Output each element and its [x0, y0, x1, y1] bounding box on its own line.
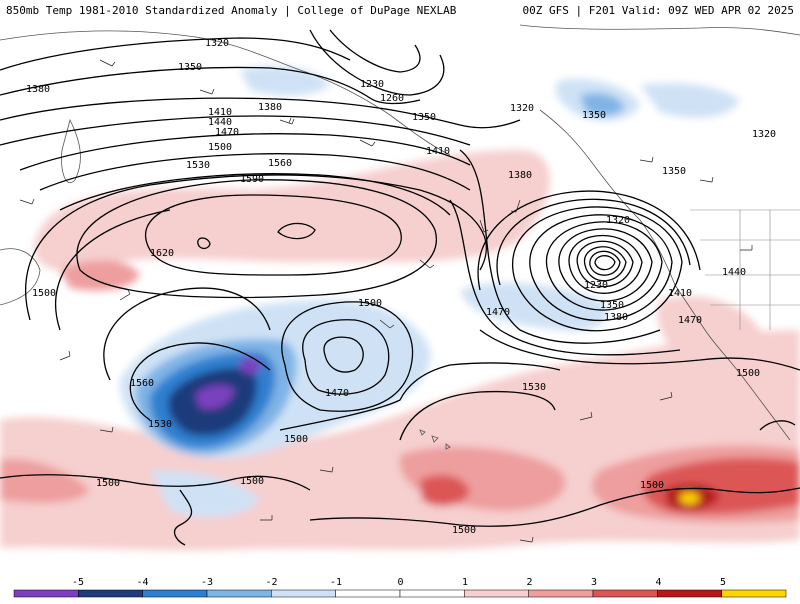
- colorbar-swatch: [464, 589, 529, 598]
- contour-label: 1320: [752, 129, 776, 140]
- contour-label: 1350: [582, 110, 606, 121]
- contour-label: 1500: [358, 298, 382, 309]
- contour-label: 1350: [412, 112, 436, 123]
- colorbar-tick-label: 0: [397, 577, 403, 588]
- colorbar-swatch: [528, 589, 594, 598]
- contour-label: 1410: [426, 146, 450, 157]
- contour-label: 1350: [178, 62, 202, 73]
- contour-label: 1350: [600, 300, 624, 311]
- contour-label: 1530: [186, 160, 210, 171]
- contour-label: 1470: [678, 315, 702, 326]
- contour-label: 1320: [205, 38, 229, 49]
- contour-label: 1500: [96, 478, 120, 489]
- map-canvas: 1320 1350 1380 1230 1260 1320 1410 1440 …: [0, 24, 800, 551]
- colorbar-tick-label: -4: [136, 577, 148, 588]
- contour-label: 1440: [722, 267, 746, 278]
- contour-label: 1500: [284, 434, 308, 445]
- contour-label: 1470: [486, 307, 510, 318]
- contour-label: 1260: [380, 93, 404, 104]
- colorbar-swatch: [335, 589, 401, 598]
- colorbar-swatch: [399, 589, 465, 598]
- colorbar-swatch: [721, 589, 787, 598]
- colorbar-swatch: [142, 589, 208, 598]
- contour-label: 1500: [32, 288, 56, 299]
- contour-labels: 1320 1350 1380 1230 1260 1320 1410 1440 …: [26, 38, 776, 536]
- coastline-outlines: [0, 24, 800, 450]
- contour-label: 1230: [584, 280, 608, 291]
- contour-label: 1560: [130, 378, 154, 389]
- run-info: 00Z GFS | F201 Valid: 09Z WED APR 02 202…: [522, 4, 794, 17]
- colorbar-tick-label: -1: [330, 577, 342, 588]
- colorbar-swatch: [78, 589, 143, 598]
- contour-label: 1380: [604, 312, 628, 323]
- contour-label: 1620: [150, 248, 174, 259]
- contour-label: 1590: [240, 174, 264, 185]
- colorbar-tick-label: -3: [201, 577, 213, 588]
- contour-label: 1320: [606, 215, 630, 226]
- wind-barbs: [19, 59, 753, 543]
- contour-label: 1320: [510, 103, 534, 114]
- colorbar-swatch: [657, 589, 722, 598]
- map-title: 850mb Temp 1981-2010 Standardized Anomal…: [6, 4, 457, 17]
- contour-label: 1350: [662, 166, 686, 177]
- contour-label: 1380: [26, 84, 50, 95]
- contour-label: 1500: [208, 142, 232, 153]
- contour-label: 1500: [736, 368, 760, 379]
- colorbar-swatch: [206, 589, 272, 598]
- colorbar-tick-label: 5: [720, 577, 726, 588]
- contour-label: 1470: [325, 388, 349, 399]
- header: 850mb Temp 1981-2010 Standardized Anomal…: [0, 0, 800, 20]
- colorbar-swatch: [592, 589, 658, 598]
- colorbar-tick-label: 3: [591, 577, 597, 588]
- colorbar-swatch: [271, 589, 336, 598]
- contour-label: 1470: [215, 127, 239, 138]
- colorbar-swatch: [13, 589, 79, 598]
- contour-label: 1380: [258, 102, 282, 113]
- colorbar-tick-label: -2: [265, 577, 277, 588]
- colorbar-tick-label: 2: [526, 577, 532, 588]
- colorbar: -5 -4 -3 -2 -1 0 1 2 3 4 5: [0, 575, 800, 600]
- contour-label: 1410: [208, 107, 232, 118]
- colorbar-svg: -5 -4 -3 -2 -1 0 1 2 3 4 5: [13, 577, 787, 598]
- map-panel: 1320 1350 1380 1230 1260 1320 1410 1440 …: [0, 20, 800, 575]
- contour-label: 1500: [640, 480, 664, 491]
- contour-label: 1530: [522, 382, 546, 393]
- colorbar-tick-label: 1: [462, 577, 468, 588]
- contour-label: 1500: [452, 525, 476, 536]
- contour-label: 1230: [360, 79, 384, 90]
- contour-label: 1410: [668, 288, 692, 299]
- colorbar-tick-label: -5: [72, 577, 84, 588]
- height-contours: [0, 29, 800, 546]
- contour-label: 1530: [148, 419, 172, 430]
- contour-label: 1500: [240, 476, 264, 487]
- contour-label: 1380: [508, 170, 532, 181]
- colorbar-tick-label: 4: [655, 577, 661, 588]
- contour-label: 1560: [268, 158, 292, 169]
- anomaly-shading: [0, 65, 800, 551]
- contour-label: 1440: [208, 117, 232, 128]
